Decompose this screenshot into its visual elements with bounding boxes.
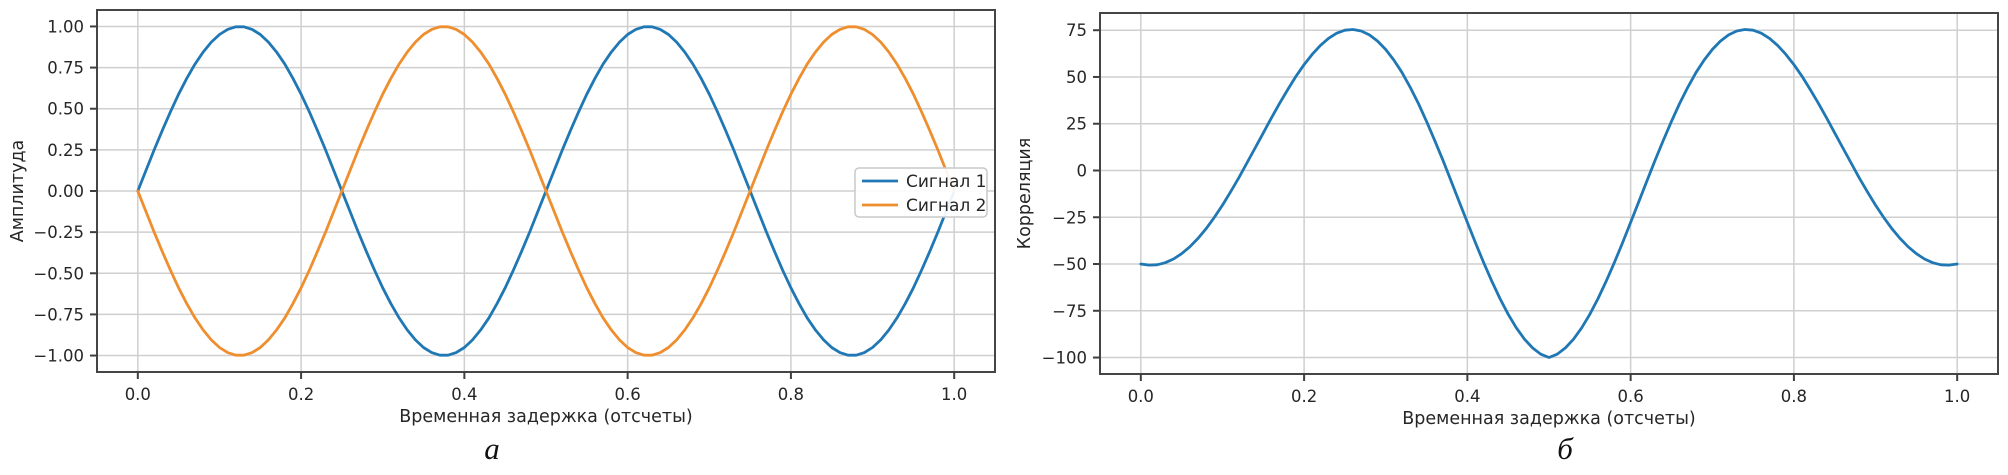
y-tick-label: 50 [1066,68,1087,87]
y-tick-label: −75 [1052,302,1087,321]
x-tick-label: 0.4 [1454,387,1480,406]
y-tick-label: 0 [1077,161,1088,180]
x-axis-label: Временная задержка (отсчеты) [1402,409,1695,429]
y-tick-label: −100 [1042,349,1087,368]
chart-correlation: 0.0 0.2 0.4 0.6 0.8 1.0 75 50 25 0 −25 −50 −75 −100 Вр… [1015,12,1999,466]
series-line-корреляция [1139,28,1959,359]
series-line-сигнал-2 [136,25,956,357]
caption-correlation: б [1557,431,1574,466]
y-tick-label: −1.00 [33,347,84,366]
x-axis-label: Временная задержка (отсчеты) [399,407,692,427]
x-tick-label: 0.0 [1128,387,1154,406]
chart-signals: 0.0 0.2 0.4 0.6 0.8 1.0 1.00 0.75 0.50 0.25 0.00 −0… [8,9,996,466]
y-tick-label: −0.25 [33,223,84,242]
legend: Сигнал 1 Сигнал 2 [854,167,988,218]
x-tick-label: 0.4 [451,385,477,404]
y-tick-label: 0.50 [47,100,84,119]
axes-border [1099,12,1999,375]
y-axis-label: Корреляция [1015,138,1035,250]
y-tick-label: −50 [1052,255,1087,274]
y-tick-label: −0.50 [33,264,84,283]
y-tick-label: 0.75 [47,59,84,78]
x-tick-label: 0.2 [288,385,314,404]
y-tick-label: 0.25 [47,141,84,160]
y-tick-label: 1.00 [47,17,84,36]
x-tick-label: 0.2 [1291,387,1317,406]
x-tick-label: 1.0 [1944,387,1970,406]
y-tick-label: 75 [1066,21,1087,40]
legend-item-label: Сигнал 2 [906,196,986,216]
caption-signals: а [484,431,500,466]
y-tick-label: 0.00 [47,182,84,201]
x-tick-label: 0.6 [1618,387,1644,406]
legend-item-label: Сигнал 1 [906,172,986,192]
y-tick-label: 25 [1066,115,1087,134]
x-tick-label: 1.0 [941,385,967,404]
x-tick-label: 0.6 [615,385,641,404]
x-tick-label: 0.8 [778,385,804,404]
y-tick-label: −0.75 [33,305,84,324]
y-axis-label: Амплитуда [8,140,28,243]
x-tick-label: 0.0 [125,385,151,404]
x-tick-label: 0.8 [1781,387,1807,406]
y-tick-label: −25 [1052,208,1087,227]
